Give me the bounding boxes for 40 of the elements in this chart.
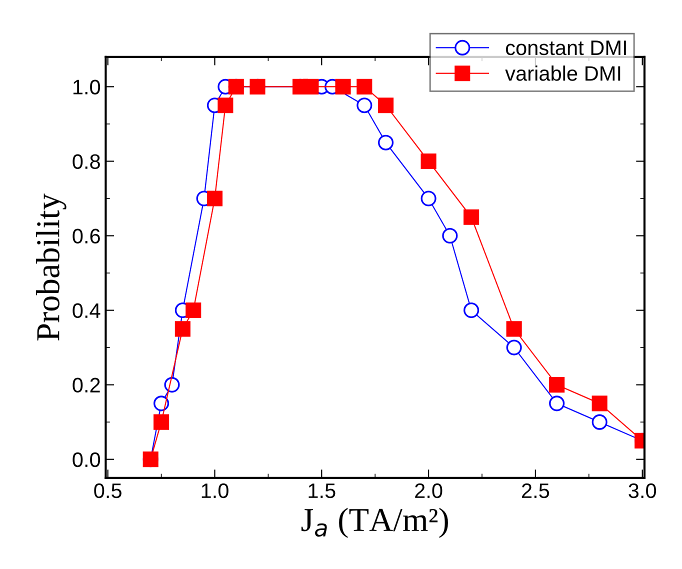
point bbox=[164, 377, 180, 393]
point bbox=[592, 414, 608, 430]
legend-label: variable DMI bbox=[505, 66, 620, 81]
x-tick-label: 1.0 bbox=[202, 483, 228, 498]
point bbox=[154, 396, 170, 412]
x-axis-title: J$_{a}$ (TA/m²) bbox=[301, 508, 448, 538]
legend-label: constant DMI bbox=[506, 40, 626, 56]
point bbox=[549, 396, 565, 412]
point bbox=[420, 153, 436, 170]
point bbox=[356, 78, 372, 94]
y-tick-label: 0.6 bbox=[72, 228, 100, 244]
point bbox=[378, 134, 394, 150]
y-tick-label: 0.0 bbox=[72, 452, 100, 468]
point bbox=[378, 98, 394, 114]
point bbox=[186, 302, 202, 318]
point bbox=[218, 98, 234, 114]
x-tick-label: 2.5 bbox=[522, 483, 550, 498]
y-tick-label: 0.4 bbox=[72, 303, 100, 318]
point bbox=[442, 228, 458, 244]
point bbox=[592, 396, 608, 412]
point bbox=[335, 78, 351, 94]
point bbox=[464, 209, 480, 225]
x-tick-label: 0.5 bbox=[94, 483, 122, 498]
point bbox=[303, 78, 319, 94]
y-tick-label: 0.2 bbox=[72, 378, 100, 393]
point bbox=[420, 190, 436, 206]
point bbox=[356, 98, 372, 114]
y-axis-title: Probability bbox=[36, 193, 66, 341]
y-tick-label: 1.0 bbox=[73, 80, 100, 94]
point bbox=[464, 302, 480, 318]
point bbox=[206, 190, 223, 206]
point bbox=[174, 321, 190, 337]
x-tick-label: 1.5 bbox=[308, 484, 336, 498]
point bbox=[506, 340, 522, 356]
point bbox=[506, 321, 522, 337]
point bbox=[154, 414, 170, 430]
x-tick-label: 2.0 bbox=[415, 483, 442, 498]
x-tick-label: 3.0 bbox=[628, 483, 656, 498]
point bbox=[549, 377, 565, 393]
y-tick-label: 0.8 bbox=[72, 154, 100, 169]
